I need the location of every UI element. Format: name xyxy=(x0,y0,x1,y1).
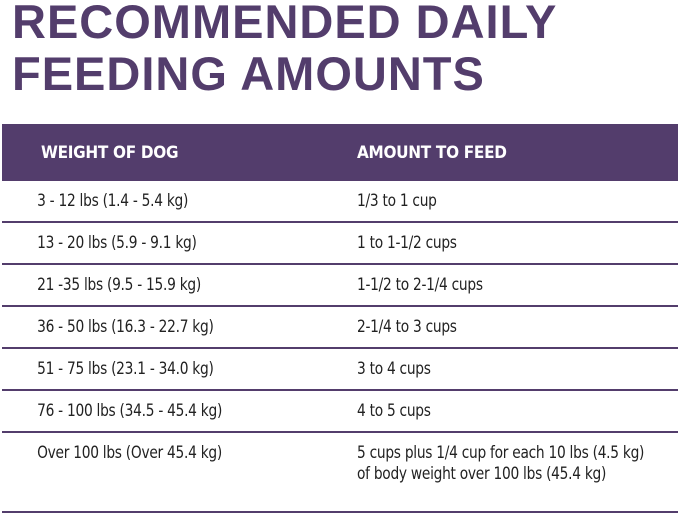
table-cell: 1 to 1-1/2 cups xyxy=(357,222,646,265)
table-cell: 3 to 4 cups xyxy=(357,348,646,391)
table-cell: Over 100 lbs (Over 45.4 kg) xyxy=(2,432,322,513)
header-cell: AMOUNT TO FEED xyxy=(357,124,678,181)
table-cell: 3 - 12 lbs (1.4 - 5.4 kg) xyxy=(2,181,322,223)
table-cell: 2-1/4 to 3 cups xyxy=(357,306,646,349)
table-cell: 1-1/2 to 2-1/4 cups xyxy=(357,264,646,307)
table-row: 21 -35 lbs (9.5 - 15.9 kg) 1-1/2 to 2-1/4… xyxy=(2,264,678,307)
table-row: 13 - 20 lbs (5.9 - 9.1 kg) 1 to 1-1/2 cup… xyxy=(2,222,678,265)
table-cell: 21 -35 lbs (9.5 - 15.9 kg) xyxy=(2,264,322,307)
table-row: 51 - 75 lbs (23.1 - 34.0 kg) 3 to 4 cups xyxy=(2,348,678,391)
table-body: 3 - 12 lbs (1.4 - 5.4 kg) 1/3 to 1 cup 13 … xyxy=(2,181,678,513)
feeding-table: WEIGHT OF DOG AMOUNT TO FEED 3 - 12 lbs … xyxy=(2,124,678,513)
header-cell: WEIGHT OF DOG xyxy=(2,124,357,181)
table-row: 36 - 50 lbs (16.3 - 22.7 kg) 2-1/4 to 3 c… xyxy=(2,306,678,349)
table-cell: 36 - 50 lbs (16.3 - 22.7 kg) xyxy=(2,306,322,349)
table-row: 3 - 12 lbs (1.4 - 5.4 kg) 1/3 to 1 cup xyxy=(2,181,678,223)
table-cell: 1/3 to 1 cup xyxy=(357,181,646,223)
title: RECOMMENDED DAILY FEEDING AMOUNTS xyxy=(12,0,557,100)
table-cell: 51 - 75 lbs (23.1 - 34.0 kg) xyxy=(2,348,322,391)
table-cell: 5 cups plus 1/4 cup for each 10 lbs (4.5… xyxy=(357,432,646,513)
header-row: WEIGHT OF DOG AMOUNT TO FEED xyxy=(2,124,678,181)
table-cell: 13 - 20 lbs (5.9 - 9.1 kg) xyxy=(2,222,322,265)
table-row: 76 - 100 lbs (34.5 - 45.4 kg) 4 to 5 cups xyxy=(2,390,678,433)
table-cell: 4 to 5 cups xyxy=(357,390,646,433)
table-cell: 76 - 100 lbs (34.5 - 45.4 kg) xyxy=(2,390,322,433)
table-row: Over 100 lbs (Over 45.4 kg) 5 cups plus 1… xyxy=(2,432,678,513)
